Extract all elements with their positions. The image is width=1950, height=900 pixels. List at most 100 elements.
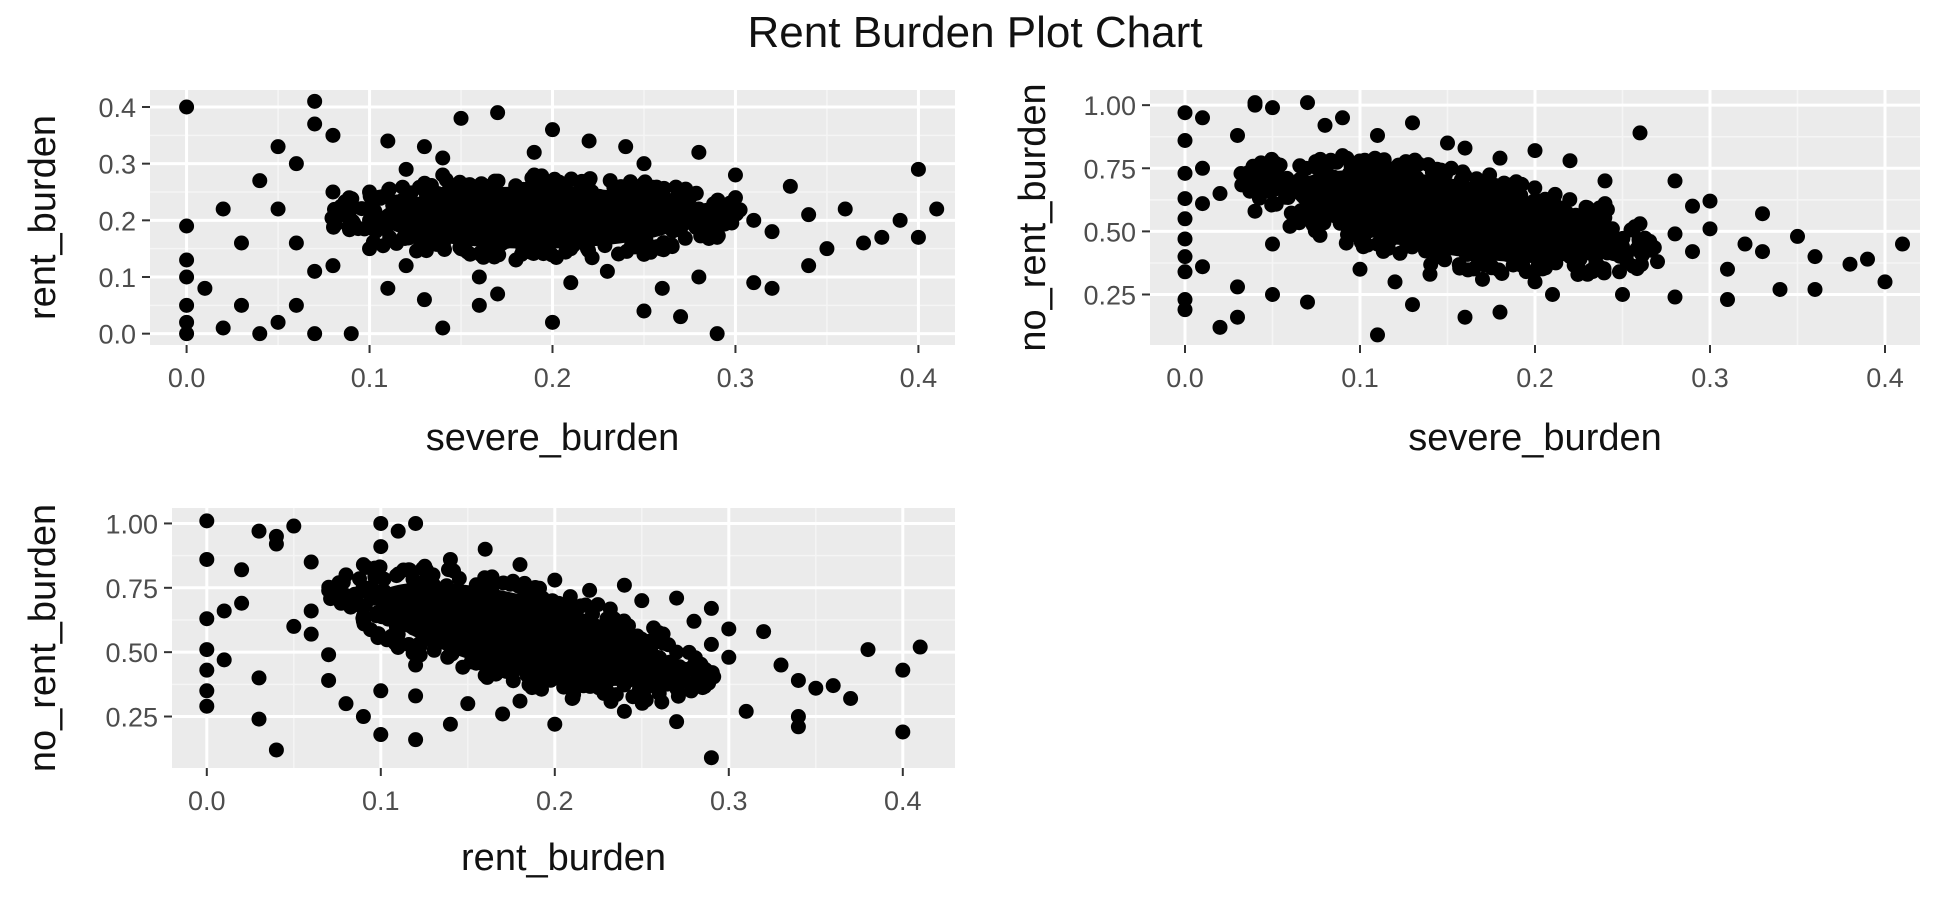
data-point [1345, 218, 1361, 233]
data-point [1308, 154, 1324, 170]
data-point [1527, 231, 1543, 247]
data-point [307, 326, 323, 342]
data-point [251, 523, 267, 539]
data-point [1457, 168, 1473, 184]
data-point [1370, 327, 1385, 343]
data-point [1247, 95, 1263, 111]
data-point [547, 572, 563, 588]
data-point [321, 647, 337, 663]
data-point [653, 656, 668, 672]
data-point [1533, 213, 1549, 229]
data-point [703, 600, 719, 616]
data-point [452, 174, 468, 190]
data-point [325, 184, 341, 200]
data-point [582, 582, 598, 598]
data-point [545, 122, 560, 138]
data-point [1460, 246, 1475, 262]
data-point [199, 551, 215, 567]
data-point [634, 631, 650, 647]
x-tick-label: 0.4 [1866, 363, 1904, 393]
data-point [1549, 235, 1565, 251]
data-point [738, 703, 754, 719]
data-point [1562, 249, 1578, 265]
data-point [286, 518, 302, 534]
data-point [727, 190, 743, 206]
data-point [1212, 319, 1228, 335]
data-point [385, 197, 401, 213]
data-point [468, 230, 483, 246]
data-point [673, 309, 689, 325]
data-point [1537, 191, 1553, 207]
data-point [521, 188, 537, 204]
data-point [288, 235, 304, 251]
data-point [746, 212, 762, 228]
data-point [819, 241, 835, 257]
data-point [629, 648, 644, 663]
data-point [233, 235, 249, 251]
data-point [1492, 304, 1508, 320]
data-point [1317, 168, 1333, 184]
x-tick-label: 0.4 [900, 363, 938, 393]
x-axis-title: rent_burden [461, 837, 666, 879]
data-point [1632, 216, 1648, 232]
data-point [1877, 274, 1893, 290]
data-point [636, 212, 652, 228]
data-point [350, 220, 365, 236]
data-point [1685, 244, 1700, 260]
data-point [390, 523, 406, 539]
data-point [417, 175, 433, 191]
data-point [1545, 203, 1560, 219]
data-point [856, 235, 872, 251]
data-point [910, 161, 926, 177]
data-point [801, 207, 817, 223]
data-point [435, 320, 451, 336]
y-tick-label: 0.2 [98, 206, 136, 236]
data-point [179, 269, 195, 285]
data-point [1317, 117, 1333, 133]
data-point [199, 662, 215, 678]
data-point [581, 242, 596, 258]
data-point [1518, 264, 1534, 280]
data-point [1807, 281, 1823, 297]
data-point [1457, 140, 1473, 156]
data-point [612, 669, 628, 685]
data-point [563, 275, 579, 291]
data-point [1562, 153, 1578, 169]
data-point [618, 139, 634, 155]
y-tick-label: 0.4 [98, 93, 136, 123]
data-point [1469, 214, 1485, 230]
data-point [179, 314, 195, 330]
data-point [523, 583, 539, 599]
data-point [307, 263, 323, 279]
data-point [1300, 95, 1315, 111]
data-point [1527, 143, 1543, 159]
data-point [616, 577, 632, 593]
data-point [596, 201, 612, 217]
y-tick-label: 0.50 [105, 638, 158, 668]
data-point [495, 631, 511, 647]
data-point [268, 536, 284, 552]
data-point [408, 732, 424, 748]
data-point [508, 252, 524, 268]
data-point [1251, 190, 1267, 206]
data-point [1772, 281, 1788, 297]
data-point [1312, 227, 1328, 243]
x-tick-label: 0.0 [188, 786, 226, 816]
data-point [343, 201, 359, 217]
data-point [683, 683, 699, 699]
data-point [564, 690, 580, 706]
x-tick-label: 0.3 [1691, 363, 1729, 393]
data-point [303, 603, 319, 619]
data-point [1432, 173, 1448, 189]
data-point [709, 326, 725, 342]
data-point [1177, 231, 1193, 247]
data-point [551, 233, 567, 249]
data-point [764, 280, 780, 296]
data-point [1376, 152, 1392, 168]
data-point [1561, 217, 1577, 233]
data-point [324, 210, 340, 226]
data-point [199, 698, 215, 714]
data-point [669, 714, 685, 730]
data-point [599, 683, 615, 699]
data-point [1422, 183, 1438, 199]
